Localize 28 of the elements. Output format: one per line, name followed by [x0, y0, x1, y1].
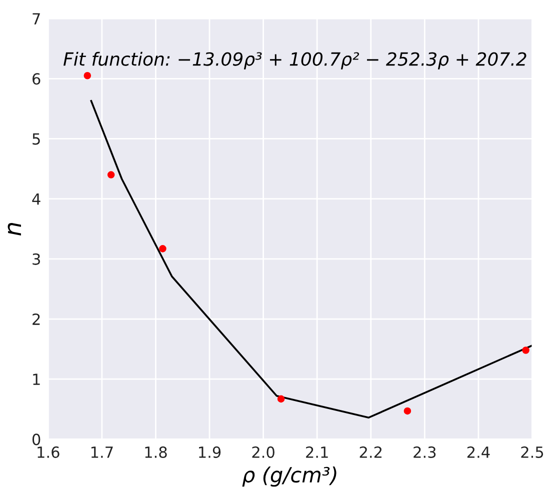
x-tick-label: 2.2 [360, 446, 382, 458]
y-tick-label: 5 [32, 133, 40, 145]
point [159, 245, 166, 252]
y-tick-label: 2 [32, 313, 40, 325]
y-axis-title: n [8, 222, 22, 236]
y-tick-label: 6 [32, 73, 40, 85]
x-tick-label: 2.4 [467, 446, 490, 458]
x-axis-title: ρ (g/cm³) [242, 466, 336, 487]
x-tick-label: 2.0 [252, 446, 274, 458]
y-tick-label: 4 [32, 193, 40, 205]
point [404, 407, 412, 415]
point [84, 72, 92, 80]
line-series [90, 100, 532, 418]
y-tick-label: 0 [32, 434, 40, 446]
x-tick-label: 1.7 [91, 446, 113, 458]
x-tick-label: 2.1 [306, 446, 328, 458]
point [522, 346, 530, 354]
x-tick-label: 1.8 [145, 446, 167, 458]
y-tick-label: 7 [32, 13, 40, 24]
x-tick-label: 2.3 [414, 446, 436, 458]
x-tick-label: 1.9 [199, 446, 221, 458]
y-tick-label: 1 [33, 374, 40, 385]
point [277, 395, 285, 403]
point [107, 171, 115, 178]
x-tick-label: 1.6 [38, 446, 60, 458]
y-tick-label: 3 [32, 253, 40, 265]
annotation: Fit function: −13.09ρ³ + 100.7ρ² − 252.3ρ + 207.2 [64, 52, 526, 70]
x-tick-label: 2.5 [521, 446, 544, 458]
